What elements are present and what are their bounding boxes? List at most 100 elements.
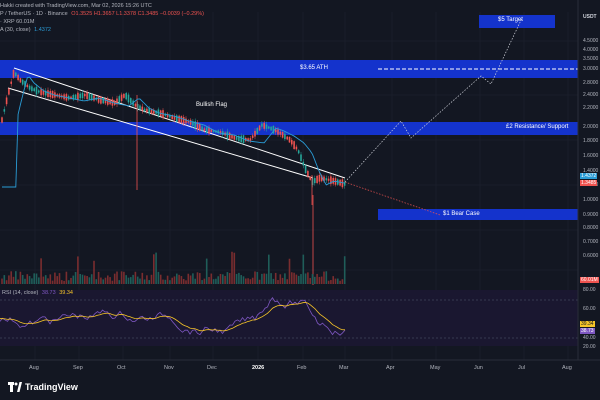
candle-body[interactable]	[28, 85, 31, 90]
candle-body[interactable]	[339, 179, 341, 186]
candle-body[interactable]	[212, 130, 215, 133]
candle-body[interactable]	[341, 179, 344, 188]
candle-body[interactable]	[88, 93, 91, 100]
candle-body[interactable]	[192, 121, 194, 126]
candle-body[interactable]	[189, 119, 192, 125]
candle-body[interactable]	[286, 136, 288, 140]
candle-body[interactable]	[33, 88, 35, 92]
candle-body[interactable]	[38, 90, 40, 93]
candle-body[interactable]	[155, 110, 157, 114]
candle-body[interactable]	[343, 182, 346, 186]
candle-body[interactable]	[302, 161, 305, 166]
candle-body[interactable]	[173, 115, 176, 120]
candle-body[interactable]	[12, 70, 15, 78]
quote-currency[interactable]: USDT	[583, 14, 597, 20]
candle-body[interactable]	[134, 103, 137, 107]
candle-body[interactable]	[247, 138, 249, 142]
candle-body[interactable]	[185, 118, 187, 124]
candle-body[interactable]	[256, 127, 259, 134]
candle-body[interactable]	[81, 92, 84, 99]
candle-body[interactable]	[210, 129, 213, 133]
candle-body[interactable]	[49, 90, 52, 98]
candle-body[interactable]	[300, 154, 302, 162]
tradingview-logo[interactable]: TradingView	[8, 380, 78, 394]
candle-body[interactable]	[79, 93, 81, 99]
candle-body[interactable]	[31, 86, 33, 92]
candle-body[interactable]	[104, 98, 107, 104]
candle-body[interactable]	[304, 165, 307, 173]
candle-body[interactable]	[291, 140, 293, 145]
candle-body[interactable]	[284, 133, 286, 140]
candle-body[interactable]	[297, 150, 300, 154]
candle-body[interactable]	[330, 176, 332, 185]
candle-body[interactable]	[100, 96, 102, 104]
candle-body[interactable]	[5, 97, 8, 105]
candle-body[interactable]	[169, 115, 171, 118]
candle-body[interactable]	[148, 107, 150, 114]
candle-body[interactable]	[182, 116, 185, 124]
candle-body[interactable]	[235, 136, 238, 140]
rsi-legend[interactable]: RSI (14, close) 38.73 39.34	[2, 290, 73, 296]
candle-body[interactable]	[228, 132, 231, 139]
candle-body[interactable]	[261, 123, 263, 127]
candle-body[interactable]	[93, 95, 95, 101]
candle-body[interactable]	[249, 138, 252, 141]
ath-zone[interactable]	[0, 60, 578, 78]
candle-body[interactable]	[141, 106, 144, 111]
bear-zone[interactable]	[378, 209, 578, 220]
candle-body[interactable]	[125, 93, 127, 100]
candle-body[interactable]	[258, 125, 261, 131]
symbol-line[interactable]: P / TetherUS · 1D · Binance O1.3525 H1.3…	[0, 11, 204, 17]
candle-body[interactable]	[24, 81, 26, 87]
support-zone[interactable]	[0, 122, 578, 135]
candle-body[interactable]	[130, 98, 132, 104]
candle-body[interactable]	[19, 78, 22, 83]
candle-body[interactable]	[281, 131, 284, 138]
candle-body[interactable]	[187, 120, 190, 123]
candle-body[interactable]	[196, 122, 199, 130]
candle-body[interactable]	[332, 177, 334, 184]
candle-body[interactable]	[21, 79, 24, 85]
candle-body[interactable]	[127, 94, 130, 103]
candle-body[interactable]	[316, 175, 318, 183]
candle-body[interactable]	[77, 92, 79, 101]
candle-body[interactable]	[274, 129, 277, 133]
candle-body[interactable]	[327, 178, 330, 181]
candle-body[interactable]	[10, 81, 12, 84]
candle-body[interactable]	[139, 105, 141, 110]
candle-body[interactable]	[265, 124, 268, 129]
volume-legend[interactable]: · XRP 60.01M	[0, 19, 35, 25]
ma-legend[interactable]: A (30, close) 1.4372	[0, 27, 51, 33]
candle-body[interactable]	[295, 146, 298, 150]
candle-body[interactable]	[293, 141, 295, 150]
candle-body[interactable]	[309, 176, 311, 180]
candle-body[interactable]	[166, 113, 169, 118]
candle-body[interactable]	[90, 94, 93, 101]
candle-body[interactable]	[208, 127, 210, 134]
candle-body[interactable]	[44, 90, 47, 96]
candle-body[interactable]	[40, 89, 42, 96]
candle-body[interactable]	[72, 95, 75, 100]
candle-body[interactable]	[15, 72, 17, 77]
candle-body[interactable]	[205, 127, 208, 134]
candle-body[interactable]	[150, 108, 153, 114]
candle-body[interactable]	[277, 129, 279, 135]
symbol-name[interactable]: P / TetherUS · 1D · Binance	[0, 11, 68, 17]
candle-body[interactable]	[143, 108, 146, 111]
candle-body[interactable]	[279, 131, 282, 135]
candle-body[interactable]	[254, 130, 256, 137]
candle-body[interactable]	[84, 93, 86, 97]
candle-body[interactable]	[231, 135, 233, 139]
candle-body[interactable]	[217, 130, 219, 134]
candle-body[interactable]	[26, 84, 29, 87]
candle-body[interactable]	[311, 178, 314, 186]
candle-body[interactable]	[178, 115, 180, 123]
candle-body[interactable]	[17, 74, 19, 81]
candle-body[interactable]	[118, 96, 121, 103]
candle-body[interactable]	[97, 96, 100, 103]
candle-body[interactable]	[136, 104, 139, 109]
candle-body[interactable]	[288, 136, 291, 143]
candle-body[interactable]	[199, 123, 201, 131]
candle-body[interactable]	[86, 92, 88, 99]
